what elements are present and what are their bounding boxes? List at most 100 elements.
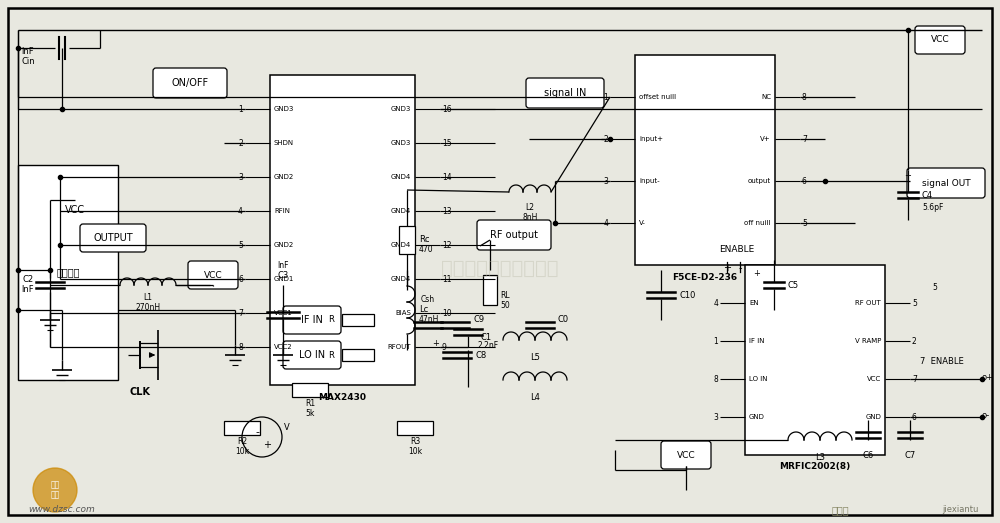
Text: 8: 8: [802, 93, 807, 101]
Text: Rc: Rc: [419, 235, 430, 244]
Bar: [18, 165, 118, 380]
Text: VCC1: VCC1: [274, 310, 293, 316]
Text: www.dzsc.com: www.dzsc.com: [29, 506, 95, 515]
Text: Cin: Cin: [21, 58, 35, 66]
Text: -: -: [255, 427, 259, 437]
Text: RL: RL: [500, 290, 510, 300]
Text: RFIN: RFIN: [274, 208, 290, 214]
Bar: [483, 275, 497, 305]
Text: 5: 5: [912, 299, 917, 308]
Text: OUTPUT: OUTPUT: [93, 233, 133, 243]
Text: IF IN: IF IN: [301, 315, 323, 325]
FancyBboxPatch shape: [661, 441, 711, 469]
Bar: [342, 314, 374, 326]
Text: VCC2: VCC2: [274, 344, 293, 350]
Text: Lc: Lc: [419, 305, 428, 314]
Text: 6: 6: [802, 176, 807, 186]
Text: offset nuill: offset nuill: [639, 94, 676, 100]
Text: C3: C3: [277, 270, 289, 279]
Text: 47nH: 47nH: [419, 315, 439, 324]
Text: 6: 6: [912, 413, 917, 422]
Text: o+: o+: [982, 372, 994, 381]
Text: RFOUT: RFOUT: [388, 344, 411, 350]
Text: GND: GND: [749, 414, 765, 420]
Text: L2: L2: [526, 203, 534, 212]
Text: 8: 8: [238, 343, 243, 351]
Bar: [635, 55, 775, 265]
Text: GND4: GND4: [391, 174, 411, 180]
Text: 7  ENABLE: 7 ENABLE: [920, 357, 964, 366]
Text: EN: EN: [749, 300, 759, 306]
Text: C9: C9: [473, 315, 484, 324]
Text: C6: C6: [862, 450, 874, 460]
Text: MRFIC2002(8): MRFIC2002(8): [779, 462, 851, 472]
Text: 11: 11: [442, 275, 452, 283]
Text: 1: 1: [603, 93, 608, 101]
Text: CLK: CLK: [130, 387, 150, 397]
FancyBboxPatch shape: [80, 224, 146, 252]
Text: V-: V-: [639, 220, 646, 226]
Text: GND3: GND3: [391, 106, 411, 112]
Text: C4: C4: [922, 190, 933, 199]
Text: 2: 2: [603, 134, 608, 143]
FancyBboxPatch shape: [477, 220, 551, 250]
Text: +: +: [905, 170, 911, 179]
Text: 7: 7: [802, 134, 807, 143]
Text: GND1: GND1: [274, 276, 294, 282]
Text: C10: C10: [679, 290, 695, 300]
Text: 3: 3: [713, 413, 718, 422]
Text: 4: 4: [713, 299, 718, 308]
Text: ON/OFF: ON/OFF: [171, 78, 209, 88]
Text: Csh: Csh: [421, 295, 435, 304]
Text: 10: 10: [442, 309, 452, 317]
Text: LO IN: LO IN: [299, 350, 325, 360]
Text: 12: 12: [442, 241, 452, 249]
Bar: [270, 75, 415, 385]
Text: NC: NC: [761, 94, 771, 100]
FancyBboxPatch shape: [283, 341, 341, 369]
Text: L3: L3: [815, 453, 825, 462]
Text: BIAS: BIAS: [395, 310, 411, 316]
Text: 控制部分: 控制部分: [56, 267, 80, 277]
Bar: [745, 265, 885, 455]
Text: LO IN: LO IN: [749, 376, 768, 382]
Text: 5: 5: [802, 219, 807, 228]
Bar: [399, 226, 415, 254]
Text: C1: C1: [480, 333, 492, 342]
Text: IF IN: IF IN: [749, 338, 765, 344]
Text: off nuill: off nuill: [744, 220, 771, 226]
Text: lnF: lnF: [22, 48, 34, 56]
Text: o-: o-: [982, 411, 990, 419]
Text: +: +: [723, 263, 731, 273]
FancyBboxPatch shape: [153, 68, 227, 98]
Text: VCC: VCC: [65, 205, 85, 215]
Text: GND3: GND3: [274, 106, 294, 112]
Text: input-: input-: [639, 178, 660, 184]
Bar: [224, 421, 260, 435]
Text: C0: C0: [558, 315, 569, 324]
Text: 2.2nF: 2.2nF: [477, 342, 499, 350]
Text: -: -: [738, 263, 742, 273]
Text: GND4: GND4: [391, 208, 411, 214]
Text: 4: 4: [238, 207, 243, 215]
Text: 10k: 10k: [408, 448, 422, 457]
Text: 1: 1: [713, 336, 718, 346]
Text: 50: 50: [500, 301, 510, 310]
Text: 5: 5: [933, 283, 937, 292]
Text: 270nH: 270nH: [135, 303, 161, 313]
Text: V: V: [284, 423, 290, 431]
Text: C2: C2: [22, 276, 34, 285]
Text: VCC: VCC: [867, 376, 881, 382]
Text: output: output: [748, 178, 771, 184]
Text: 2: 2: [238, 139, 243, 147]
Bar: [292, 383, 328, 397]
Bar: [397, 421, 433, 435]
Text: VCC: VCC: [677, 450, 695, 460]
Text: R: R: [328, 350, 334, 359]
Text: 15: 15: [442, 139, 452, 147]
Text: 10k: 10k: [235, 448, 249, 457]
Text: 3: 3: [238, 173, 243, 181]
Text: 14: 14: [442, 173, 452, 181]
Text: L5: L5: [530, 354, 540, 362]
Text: input+: input+: [639, 136, 663, 142]
